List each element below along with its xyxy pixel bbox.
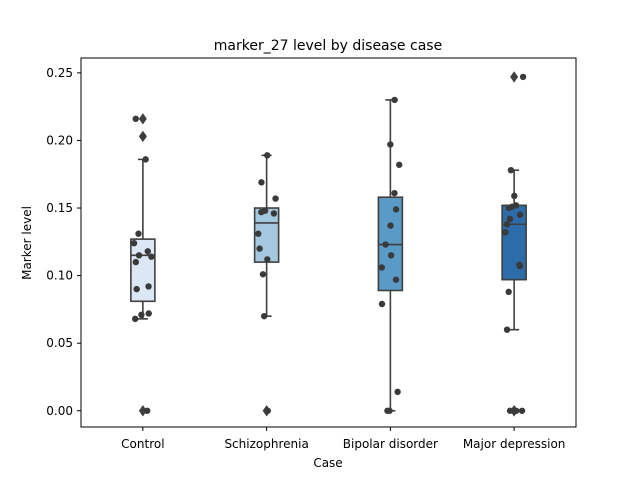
data-point: [502, 229, 509, 236]
data-point: [396, 161, 403, 168]
data-point: [261, 207, 269, 214]
data-point: [256, 245, 263, 252]
y-tick-label: 0.25: [46, 66, 73, 80]
data-point: [505, 288, 512, 296]
data-point: [130, 239, 138, 247]
y-tick-label: 0.10: [46, 269, 73, 283]
data-point: [142, 156, 149, 163]
data-point: [513, 407, 520, 414]
data-point: [382, 241, 389, 248]
data-point: [264, 152, 271, 159]
data-point: [384, 407, 391, 414]
data-point: [392, 206, 400, 213]
y-axis-label: Marker level: [20, 206, 34, 280]
data-point: [255, 230, 262, 237]
data-point: [138, 311, 145, 319]
outlier-marker: [138, 113, 147, 125]
data-point: [148, 253, 155, 260]
data-point: [507, 166, 515, 174]
x-tick-label: Schizophrenia: [224, 437, 308, 451]
data-point: [387, 252, 395, 259]
data-point: [516, 211, 524, 218]
plot-frame: [80, 57, 577, 428]
data-point: [511, 192, 518, 200]
data-point: [391, 96, 398, 104]
data-point: [132, 315, 139, 323]
outlier-marker: [510, 71, 519, 83]
data-point: [135, 230, 142, 237]
data-point: [378, 264, 385, 271]
data-point: [503, 326, 511, 333]
data-point: [132, 258, 140, 266]
data-point: [264, 407, 271, 414]
data-point: [272, 195, 279, 202]
data-point: [145, 310, 152, 317]
data-point: [133, 285, 140, 293]
x-axis-label: Case: [313, 456, 342, 470]
data-point: [503, 221, 511, 228]
data-point: [512, 202, 520, 209]
data-point: [143, 407, 151, 414]
data-point: [135, 252, 143, 259]
data-point: [144, 248, 151, 255]
x-tick-label: Control: [121, 437, 164, 451]
data-point: [270, 210, 278, 217]
y-tick-label: 0.20: [46, 133, 73, 147]
data-point: [258, 179, 265, 186]
data-point: [139, 133, 147, 140]
data-point: [506, 407, 514, 414]
y-tick-label: 0.15: [46, 201, 73, 215]
data-point: [516, 261, 523, 269]
data-point: [392, 276, 400, 283]
data-point: [132, 115, 139, 123]
data-point: [391, 189, 398, 197]
data-point: [387, 141, 394, 148]
y-tick-label: 0.05: [46, 336, 73, 350]
plot-area: 0.00 0.05 0.10 0.15 0.20 0.25 Control Schizophr…: [46, 57, 577, 451]
box-iqr: [130, 238, 156, 303]
data-point: [518, 407, 526, 414]
data-point: [264, 256, 271, 263]
data-point: [260, 312, 268, 320]
y-tick-label: 0.00: [46, 404, 73, 418]
data-point: [506, 215, 514, 223]
data-point: [387, 222, 394, 229]
chart-title: marker_27 level by disease case: [214, 38, 442, 54]
x-tick-label: Major depression: [463, 437, 566, 451]
box-iqr: [501, 204, 527, 281]
data-point: [519, 73, 527, 81]
data-point: [394, 388, 401, 396]
data-point: [145, 283, 152, 290]
data-point: [259, 271, 267, 278]
x-tick-label: Bipolar disorder: [343, 437, 438, 451]
data-point: [378, 300, 386, 308]
